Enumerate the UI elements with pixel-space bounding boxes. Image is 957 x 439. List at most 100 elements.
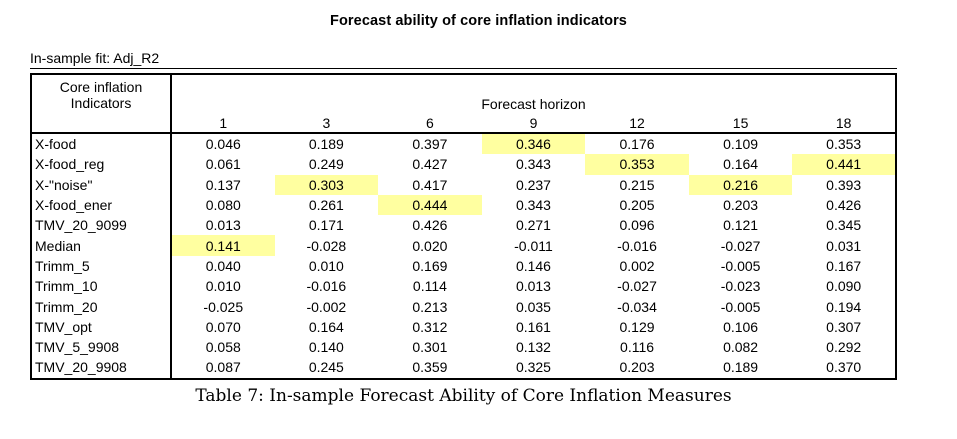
row-label: Trimm_20 — [31, 296, 172, 317]
value-cell: 0.189 — [723, 359, 759, 376]
table-row: TMV_5_9908 0.058 0.140 0.301 0.132 0.116 0.082… — [31, 336, 896, 358]
horizon-col-header-3: 3 — [274, 113, 379, 134]
value-cell-highlighted: 0.353 — [585, 154, 689, 175]
horizon-col-header-9: 9 — [481, 113, 586, 134]
value-cell: 0.035 — [515, 298, 551, 315]
value-cell: 0.013 — [205, 217, 241, 234]
value-cell: 0.301 — [412, 339, 448, 356]
value-cell: 0.370 — [826, 359, 862, 376]
value-cell: 0.013 — [515, 278, 551, 295]
page-title: Forecast ability of core inflation indic… — [330, 13, 627, 29]
value-cell: 0.116 — [620, 339, 655, 356]
table-row: X-"noise" 0.137 0.303 0.417 0.237 0.215 0.216 0… — [31, 174, 896, 195]
value-cell: -0.011 — [514, 237, 553, 254]
horizon-col-header-18: 18 — [792, 113, 896, 134]
value-cell: 0.176 — [619, 136, 655, 153]
value-cell: 0.271 — [515, 217, 551, 234]
value-cell: 0.167 — [826, 257, 862, 274]
value-cell: 0.040 — [205, 257, 241, 274]
value-cell: 0.010 — [308, 257, 344, 274]
value-cell: 0.203 — [619, 359, 655, 376]
row-label: X-"noise" — [31, 174, 172, 195]
value-cell: 0.261 — [308, 197, 344, 214]
value-cell: 0.090 — [826, 278, 862, 295]
horizon-numbers-row: 1 3 6 9 12 15 18 — [31, 113, 896, 134]
value-cell: 0.245 — [308, 359, 344, 376]
row-label: TMV_5_9908 — [31, 336, 172, 358]
in-sample-fit-label: In-sample fit: Adj_R2 — [30, 50, 160, 66]
value-cell: 0.161 — [515, 318, 551, 335]
value-cell: 0.070 — [205, 318, 241, 335]
value-cell: 0.132 — [515, 339, 551, 356]
horizon-col-header-1: 1 — [171, 113, 275, 134]
value-cell: 0.046 — [205, 136, 241, 153]
table-row: TMV_20_9908 0.087 0.245 0.359 0.325 0.203 0.18… — [31, 357, 896, 379]
table-caption: Table 7: In-sample Forecast Ability of C… — [195, 386, 732, 406]
value-cell: -0.034 — [617, 298, 657, 315]
value-cell-highlighted: 0.303 — [274, 174, 379, 195]
table-row: Trimm_5 0.040 0.010 0.169 0.146 0.002 -0.005 0.… — [31, 255, 896, 277]
table-row: X-food 0.046 0.189 0.397 0.346 0.176 0.109 0.35… — [31, 133, 896, 155]
row-label: Median — [31, 235, 172, 256]
value-cell: 0.096 — [619, 217, 655, 234]
row-label: TMV_20_9908 — [31, 357, 172, 379]
value-cell: 0.345 — [826, 217, 862, 234]
value-cell: 0.031 — [826, 237, 862, 254]
table-row: X-food_reg 0.061 0.249 0.427 0.343 0.353 0.164… — [31, 154, 896, 175]
indicator-column-header: Core inflation Indicators — [31, 74, 172, 134]
value-cell-highlighted: 0.441 — [792, 154, 896, 175]
value-cell: 0.058 — [205, 339, 241, 356]
value-cell: 0.237 — [515, 176, 551, 193]
row-label: TMV_20_9099 — [31, 215, 172, 236]
value-cell: 0.169 — [412, 257, 448, 274]
table-row: TMV_20_9099 0.013 0.171 0.426 0.271 0.096 0.12… — [31, 215, 896, 236]
forecast-ability-table: Core inflation Indicators Forecast horiz… — [30, 73, 897, 380]
value-cell-highlighted: 0.444 — [378, 194, 482, 216]
indicator-header-line2: Indicators — [70, 95, 132, 111]
value-cell: -0.027 — [720, 237, 761, 254]
value-cell: 0.249 — [308, 156, 344, 173]
value-cell: 0.417 — [412, 176, 448, 193]
row-label: X-food_ener — [31, 194, 172, 216]
forecast-horizon-header: Forecast horizon — [481, 96, 586, 112]
value-cell: -0.023 — [720, 278, 761, 295]
value-cell: 0.082 — [723, 339, 759, 356]
value-cell: 0.189 — [308, 136, 344, 153]
value-cell: -0.028 — [306, 237, 347, 254]
value-cell: 0.106 — [723, 318, 759, 335]
value-cell: 0.129 — [619, 318, 655, 335]
value-cell: 0.114 — [412, 278, 447, 295]
indicator-header-line1: Core inflation — [59, 79, 143, 95]
value-cell: 0.061 — [205, 156, 241, 173]
horizon-col-header-15: 15 — [688, 113, 793, 134]
value-cell: -0.005 — [720, 298, 761, 315]
value-cell: 0.292 — [826, 339, 862, 356]
value-cell: 0.325 — [515, 359, 551, 376]
value-cell: 0.002 — [619, 257, 655, 274]
header-row-top: Core inflation Indicators Forecast horiz… — [31, 74, 896, 134]
value-cell: -0.016 — [306, 278, 347, 295]
value-cell: 0.213 — [412, 298, 448, 315]
value-cell: 0.010 — [205, 278, 241, 295]
value-cell-highlighted: 0.216 — [688, 174, 793, 195]
subtitle-underline: In-sample fit: Adj_R2 — [30, 50, 897, 69]
value-cell-highlighted: 0.346 — [481, 133, 586, 155]
value-cell: 0.146 — [515, 257, 551, 274]
value-cell: 0.426 — [412, 217, 448, 234]
value-cell: -0.005 — [720, 257, 761, 274]
value-cell: 0.137 — [205, 176, 241, 193]
value-cell: 0.020 — [412, 237, 448, 254]
table-row: X-food_ener 0.080 0.261 0.444 0.343 0.205 0.20… — [31, 194, 896, 216]
value-cell: 0.140 — [308, 339, 344, 356]
value-cell: 0.393 — [826, 176, 862, 193]
row-label: Trimm_5 — [31, 255, 172, 277]
value-cell: 0.307 — [826, 318, 862, 335]
value-cell: 0.205 — [619, 197, 655, 214]
table-row: Median 0.141 -0.028 0.020 -0.011 -0.016 -0.027… — [31, 235, 896, 256]
value-cell: 0.080 — [205, 197, 241, 214]
value-cell: 0.203 — [723, 197, 759, 214]
value-cell: 0.164 — [723, 156, 759, 173]
value-cell: 0.353 — [826, 136, 862, 153]
value-cell: -0.025 — [203, 298, 244, 315]
value-cell: -0.016 — [617, 237, 657, 254]
